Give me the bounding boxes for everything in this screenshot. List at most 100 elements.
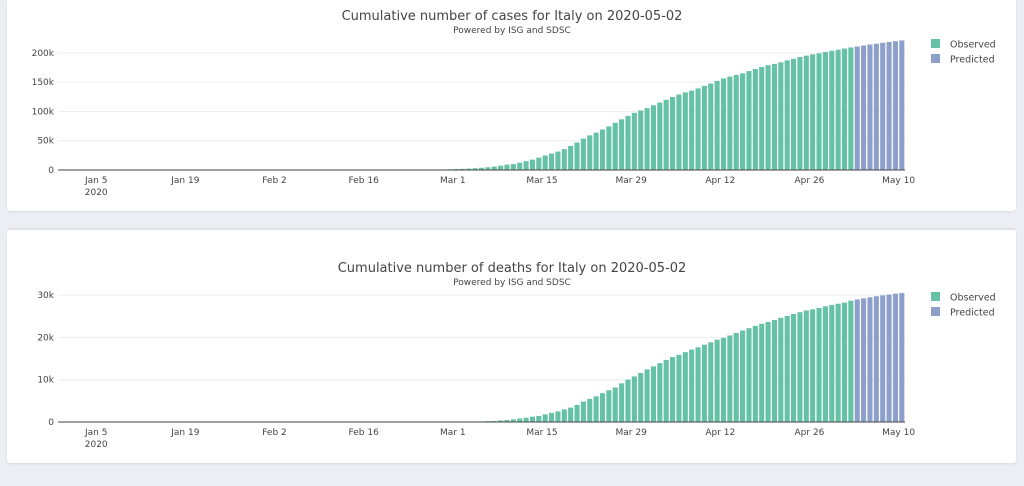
observed-bar xyxy=(835,49,841,170)
predicted-bar xyxy=(867,44,873,170)
y-tick-label: 100k xyxy=(32,107,55,117)
x-tick-label: Mar 15 xyxy=(526,428,557,438)
observed-bar xyxy=(555,411,561,422)
observed-bar xyxy=(491,166,497,170)
observed-bar xyxy=(797,312,803,422)
observed-bar xyxy=(638,110,644,170)
x-tick-label: May 10 xyxy=(882,176,915,186)
legend-swatch-observed xyxy=(931,292,940,301)
observed-bar xyxy=(517,418,523,422)
cases-chart: Cumulative number of cases for Italy on … xyxy=(32,9,996,198)
observed-bar xyxy=(542,155,548,170)
observed-bar xyxy=(676,354,682,422)
observed-bar xyxy=(841,48,848,170)
observed-bar xyxy=(644,369,650,422)
observed-bar xyxy=(523,417,529,422)
x-year-label: 2020 xyxy=(85,188,108,198)
observed-bar xyxy=(536,415,542,422)
observed-bar xyxy=(803,310,809,422)
deaths-chart-card: Cumulative number of deaths for Italy on… xyxy=(7,228,1016,463)
predicted-bar xyxy=(892,293,898,422)
observed-bar xyxy=(619,383,625,422)
observed-bar xyxy=(829,304,835,422)
observed-bar xyxy=(663,359,669,422)
observed-bar xyxy=(746,328,752,422)
observed-bar xyxy=(682,92,688,170)
legend-swatch-predicted xyxy=(931,54,940,63)
x-tick-label: Feb 2 xyxy=(262,176,287,186)
chart-title: Cumulative number of cases for Italy on … xyxy=(342,9,683,24)
observed-bar xyxy=(510,419,516,422)
observed-bar xyxy=(816,307,822,422)
observed-bar xyxy=(701,344,707,422)
legend-label-observed: Observed xyxy=(950,293,996,304)
observed-bar xyxy=(587,135,593,170)
x-tick-label: Mar 1 xyxy=(440,176,466,186)
deaths-chart: Cumulative number of deaths for Italy on… xyxy=(37,261,996,450)
observed-bar xyxy=(593,132,599,170)
x-tick-label: Mar 15 xyxy=(526,176,557,186)
x-tick-label: Mar 1 xyxy=(440,428,466,438)
observed-bar xyxy=(504,164,510,170)
predicted-bar xyxy=(873,296,879,422)
observed-bar xyxy=(759,67,765,170)
chart-subtitle: Powered by ISG and SDSC xyxy=(453,26,571,36)
observed-bar xyxy=(701,85,707,170)
observed-bar xyxy=(695,347,701,422)
y-tick-label: 50k xyxy=(37,137,54,147)
observed-bar xyxy=(727,76,733,170)
y-tick-label: 20k xyxy=(37,333,54,343)
observed-bar xyxy=(822,52,828,170)
observed-bar xyxy=(740,330,746,422)
observed-bar xyxy=(791,58,797,171)
observed-bar xyxy=(606,390,612,422)
y-tick-label: 30k xyxy=(37,291,54,301)
observed-bar xyxy=(689,90,695,170)
observed-bar xyxy=(599,393,606,422)
observed-bar xyxy=(549,412,555,422)
observed-bar xyxy=(816,53,822,170)
legend-swatch-predicted xyxy=(931,307,940,316)
observed-bar xyxy=(561,409,567,422)
observed-bar xyxy=(810,54,816,171)
observed-bar xyxy=(841,302,848,422)
predicted-bar xyxy=(892,41,898,171)
y-tick-label: 200k xyxy=(32,49,55,59)
observed-bar xyxy=(752,69,758,170)
observed-bar xyxy=(574,142,580,170)
observed-bar xyxy=(752,325,758,422)
observed-bar xyxy=(657,102,663,170)
observed-bar xyxy=(536,157,542,170)
observed-bar xyxy=(771,320,777,422)
chart-subtitle: Powered by ISG and SDSC xyxy=(453,278,571,288)
observed-bar xyxy=(714,339,720,422)
observed-bar xyxy=(835,303,841,422)
observed-bar xyxy=(848,47,854,170)
observed-bar xyxy=(708,83,714,170)
observed-bar xyxy=(498,165,504,170)
legend-label-predicted: Predicted xyxy=(950,55,995,66)
observed-bar xyxy=(580,138,586,170)
observed-bar xyxy=(606,126,612,170)
observed-bar xyxy=(810,309,816,422)
legend-swatch-observed xyxy=(931,39,940,48)
observed-bar xyxy=(822,306,828,422)
observed-bar xyxy=(587,398,593,422)
observed-bar xyxy=(720,337,727,422)
observed-bar xyxy=(498,420,504,422)
predicted-bar xyxy=(867,297,873,422)
observed-bar xyxy=(599,129,606,170)
predicted-bar xyxy=(854,299,860,422)
observed-bar xyxy=(733,332,739,422)
observed-bar xyxy=(631,112,637,170)
observed-bar xyxy=(784,60,790,170)
observed-bar xyxy=(650,366,656,422)
observed-bar xyxy=(676,94,682,170)
observed-bar xyxy=(568,145,574,170)
observed-bar xyxy=(778,317,784,422)
x-year-label: 2020 xyxy=(85,440,108,450)
observed-bar xyxy=(670,97,676,170)
predicted-bar xyxy=(873,43,879,170)
legend-label-observed: Observed xyxy=(950,40,996,51)
observed-bar xyxy=(663,99,669,170)
